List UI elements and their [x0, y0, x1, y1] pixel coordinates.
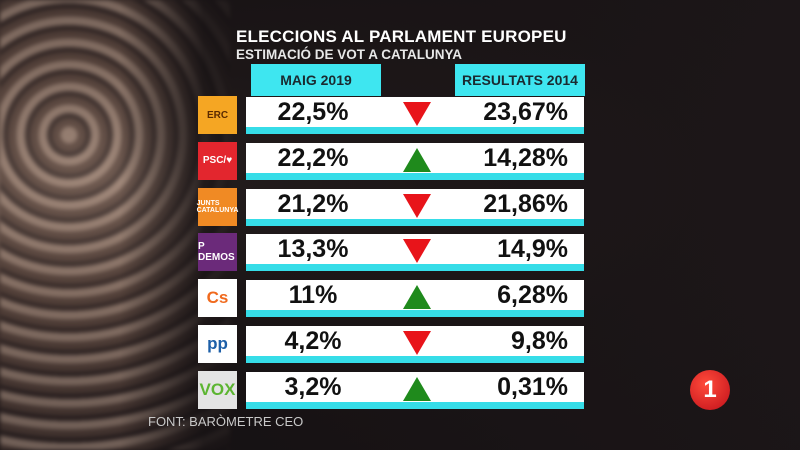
- trend-down-icon: [403, 193, 431, 218]
- table-row: 11% 6,28%: [246, 280, 584, 318]
- result-2014: 14,28%: [483, 143, 568, 172]
- estimate-2019: 11%: [288, 281, 338, 310]
- trend-down-icon: [403, 331, 431, 355]
- estimate-2019: 21,2%: [277, 189, 349, 218]
- table-row: 21,2% 21,86%: [246, 188, 584, 226]
- party-logo-junts-per-catalunya: JUNTS CATALUNYA: [197, 187, 238, 226]
- estimate-2019: 3,2%: [284, 372, 342, 401]
- result-2014: 23,67%: [483, 98, 568, 126]
- column-header-2019: MAIG 2019: [251, 64, 381, 96]
- estimate-2019: 22,5%: [277, 98, 349, 126]
- party-logo-vox: VOX: [198, 370, 237, 409]
- table-row: 4,2% 9,8%: [246, 326, 584, 363]
- trend-down-icon: [403, 239, 431, 264]
- estimate-2019: 22,2%: [277, 143, 349, 172]
- trend-up-icon: [403, 285, 431, 310]
- graphic-subtitle: ESTIMACIÓ DE VOT A CATALUNYA: [236, 47, 463, 62]
- table-row: 3,2% 0,31%: [246, 371, 584, 409]
- table-row: 22,5% 23,67%: [246, 97, 584, 134]
- column-header-2014: RESULTATS 2014: [455, 64, 585, 96]
- result-2014: 9,8%: [511, 327, 568, 355]
- party-logo-pp: pp: [198, 325, 237, 363]
- table-row: 13,3% 14,9%: [246, 234, 584, 272]
- source-note: FONT: BARÒMETRE CEO: [148, 414, 304, 429]
- trend-up-icon: [403, 147, 431, 172]
- party-logo-cs: Cs: [198, 279, 237, 318]
- result-2014: 0,31%: [497, 372, 568, 401]
- result-2014: 6,28%: [497, 281, 568, 310]
- estimate-2019: 4,2%: [284, 327, 342, 355]
- table-row: 22,2% 14,28%: [246, 142, 584, 180]
- result-2014: 14,9%: [497, 235, 568, 264]
- party-logo-psc: PSC/♥: [198, 141, 237, 180]
- party-logo-podemos: P DEMOS: [198, 233, 237, 272]
- estimate-2019: 13,3%: [277, 235, 349, 264]
- tve1-logo: 1: [690, 370, 730, 410]
- party-logo-erc: ERC: [198, 96, 237, 134]
- result-2014: 21,86%: [483, 189, 568, 218]
- trend-down-icon: [403, 102, 431, 126]
- trend-up-icon: [403, 376, 431, 401]
- graphic-title: ELECCIONS AL PARLAMENT EUROPEU: [236, 27, 567, 46]
